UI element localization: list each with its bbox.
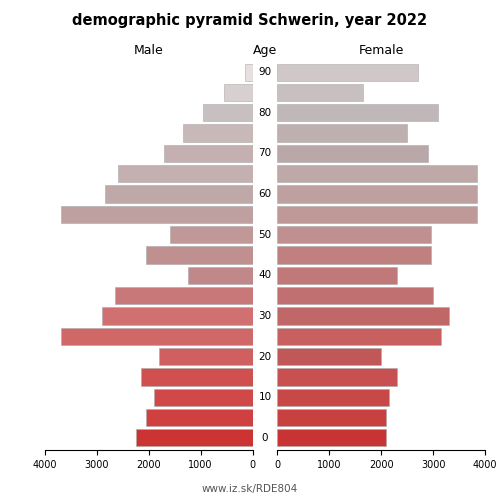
Title: Female: Female [358,44,404,58]
Bar [278,308,448,324]
Bar [115,287,252,304]
Text: 80: 80 [258,108,272,118]
Bar [278,206,477,223]
Text: 70: 70 [258,148,272,158]
Bar [154,388,252,406]
Bar [278,186,477,202]
Bar [188,266,252,284]
Bar [60,206,252,223]
Bar [278,124,407,142]
Bar [245,64,252,81]
Text: 60: 60 [258,189,272,199]
Bar [278,287,433,304]
Text: www.iz.sk/RDE804: www.iz.sk/RDE804 [202,484,298,494]
Bar [159,348,252,365]
Text: 40: 40 [258,270,272,280]
Bar [141,368,252,386]
Bar [278,145,428,162]
Bar [278,64,418,81]
Bar [278,226,430,244]
Bar [278,388,389,406]
Bar [278,328,441,345]
Bar [278,368,397,386]
Bar [278,84,363,101]
Bar [278,266,397,284]
Bar [278,104,438,122]
Title: Male: Male [134,44,164,58]
Text: 20: 20 [258,352,272,362]
Bar [118,165,252,182]
Bar [136,429,252,446]
Bar [170,226,252,244]
Title: Age: Age [253,44,277,58]
Bar [104,186,253,202]
Text: demographic pyramid Schwerin, year 2022: demographic pyramid Schwerin, year 2022 [72,12,428,28]
Bar [102,308,253,324]
Bar [146,409,252,426]
Bar [278,429,386,446]
Bar [204,104,252,122]
Text: 0: 0 [262,433,268,443]
Bar [278,409,386,426]
Bar [146,246,252,264]
Bar [278,348,381,365]
Bar [278,165,477,182]
Bar [278,246,430,264]
Bar [164,145,252,162]
Bar [60,328,252,345]
Text: 10: 10 [258,392,272,402]
Bar [182,124,252,142]
Bar [224,84,252,101]
Text: 30: 30 [258,311,272,321]
Text: 50: 50 [258,230,272,239]
Text: 90: 90 [258,67,272,77]
